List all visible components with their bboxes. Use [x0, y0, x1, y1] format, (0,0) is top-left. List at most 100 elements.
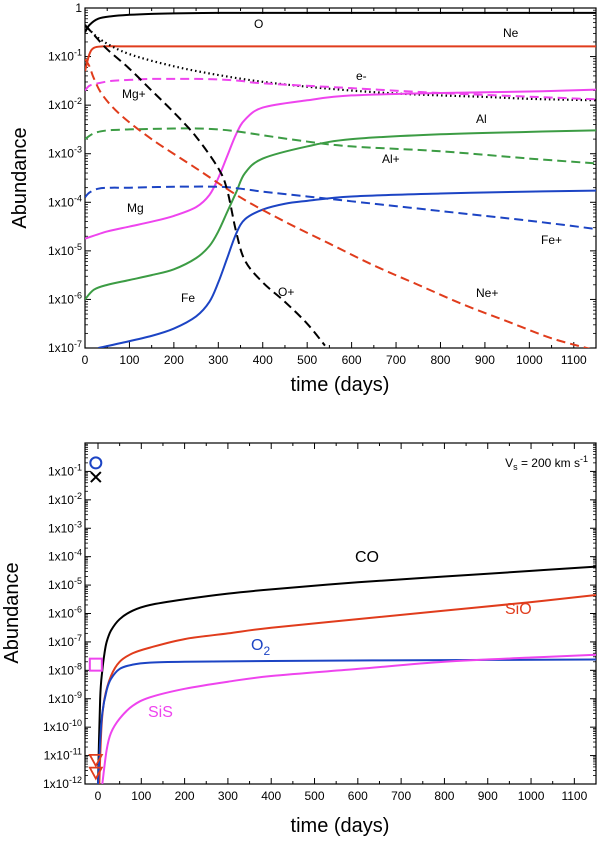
- bottom-y-tick-label: 1x10-2: [48, 491, 82, 507]
- bottom-y-axis: 1x10-1 1x10-2 1x10-3 1x10-4 1x10-5 1x10-6 1x10…: [43, 443, 596, 791]
- label-SiO: SiO: [505, 601, 532, 618]
- bottom-chart: 0 100 200 300 400 500 600 700 800 900 1000 1100 1x1…: [1, 442, 597, 837]
- velocity-sub: s: [513, 462, 518, 472]
- top-x-tick-label: 500: [297, 353, 317, 367]
- bottom-x-tick-label: 900: [478, 789, 498, 803]
- label-e-minus: e-: [356, 69, 367, 83]
- top-series-ne: [85, 45, 596, 72]
- label-Al-plus: Al+: [382, 152, 400, 166]
- label-Ne: Ne: [503, 26, 519, 40]
- bottom-x-tick-label: 0: [95, 789, 102, 803]
- bottom-y-tick-label: 1x10-12: [43, 775, 82, 791]
- bottom-x-tick-label: 1100: [561, 789, 587, 803]
- top-series-e-minus: [85, 24, 596, 102]
- top-series-fe: [98, 189, 596, 348]
- top-y-tick-label: 1x10-5: [48, 242, 82, 258]
- top-y-axis: 1 1x10-1 1x10-2 1x10-3 1x10-4 1x10-5 1x10-6 1x1…: [48, 1, 596, 355]
- top-x-tick-label: 0: [82, 353, 89, 367]
- bottom-series-sio: [98, 594, 596, 784]
- bottom-y-tick-label: 1x10-9: [48, 690, 82, 706]
- top-x-axis: 0 100 200 300 400 500 600 700 800 900 1000 1100: [82, 8, 587, 367]
- bottom-x-tick-label: 600: [348, 789, 368, 803]
- bottom-x-axis: 0 100 200 300 400 500 600 700 800 900 1000 1100: [95, 443, 588, 803]
- bottom-x-tick-label: 400: [261, 789, 281, 803]
- top-x-tick-label: 400: [253, 353, 273, 367]
- bottom-y-tick-label: 1x10-7: [48, 633, 82, 649]
- top-y-tick-label: 1x10-3: [48, 145, 82, 161]
- label-Fe-plus: Fe+: [541, 233, 562, 247]
- top-x-axis-label: time (days): [291, 374, 390, 396]
- label-O2-sub: 2: [263, 644, 270, 658]
- bottom-series-o2: [96, 658, 596, 784]
- top-y-tick-label: 1x10-6: [48, 290, 82, 306]
- top-x-tick-label: 600: [342, 353, 362, 367]
- marker-circle: [89, 456, 103, 470]
- label-Mg-plus: Mg+: [122, 87, 146, 101]
- top-y-axis-label: Abundance: [9, 127, 31, 228]
- bottom-y-tick-label: 1x10-11: [44, 747, 82, 763]
- label-Al: Al: [476, 112, 487, 126]
- label-O2: O2: [251, 637, 270, 658]
- top-series-fe-minusplus: [85, 185, 596, 230]
- top-series-al: [85, 129, 596, 301]
- top-y-tick-label: 1: [75, 1, 82, 15]
- top-series-al-minusplus: [85, 127, 596, 165]
- top-plot-frame: [84, 7, 597, 349]
- top-x-tick-label: 900: [475, 353, 495, 367]
- top-series-o: [85, 11, 596, 33]
- velocity-sup: -1: [580, 454, 588, 464]
- bottom-x-tick-label: 100: [131, 789, 151, 803]
- bottom-series-group: [96, 565, 596, 784]
- bottom-x-tick-label: 1000: [518, 789, 545, 803]
- top-x-tick-label: 1000: [516, 353, 543, 367]
- top-series-ne-minusplus: [85, 58, 591, 348]
- top-x-tick-label: 800: [430, 353, 450, 367]
- bottom-x-tick-label: 800: [434, 789, 454, 803]
- bottom-x-axis-label: time (days): [291, 815, 390, 837]
- bottom-series-sis: [101, 653, 596, 784]
- top-y-tick-label: 1x10-7: [48, 339, 82, 355]
- marker-triangle-down: [88, 753, 104, 768]
- bottom-y-axis-label: Abundance: [1, 562, 23, 663]
- top-x-tick-label: 700: [386, 353, 406, 367]
- velocity-prefix: V: [505, 456, 513, 470]
- label-O: O: [254, 17, 263, 31]
- bottom-x-tick-label: 200: [175, 789, 195, 803]
- label-O-plus: O+: [278, 285, 294, 299]
- top-x-tick-label: 1100: [561, 353, 587, 367]
- label-Ne-plus: Ne+: [476, 286, 498, 300]
- label-Fe: Fe: [181, 291, 195, 305]
- top-series-group: [85, 11, 596, 348]
- top-y-tick-label: 1x10-4: [48, 193, 82, 209]
- label-SiS: SiS: [148, 704, 173, 721]
- top-chart: 0 100 200 300 400 500 600 700 800 900 1000 1100 1 1x…: [9, 1, 597, 396]
- bottom-y-tick-label: 1x10-5: [48, 576, 82, 592]
- marker-cross: [90, 471, 102, 483]
- marker-square: [88, 657, 103, 672]
- bottom-x-tick-label: 500: [305, 789, 325, 803]
- label-Mg: Mg: [127, 201, 144, 215]
- top-y-tick-label: 1x10-2: [48, 96, 82, 112]
- bottom-y-tick-label: 1x10-1: [48, 462, 82, 478]
- top-x-tick-label: 300: [208, 353, 228, 367]
- bottom-y-tick-label: 1x10-6: [48, 605, 82, 621]
- label-CO: CO: [355, 549, 379, 566]
- label-O2-main: O: [251, 637, 263, 654]
- velocity-mid: = 200 km s: [518, 456, 580, 470]
- top-series-mg: [85, 88, 596, 240]
- top-series-o-minusplus: [85, 24, 326, 347]
- bottom-y-tick-label: 1x10-4: [48, 548, 82, 564]
- top-x-tick-label: 200: [164, 353, 184, 367]
- bottom-y-tick-label: 1x10-3: [48, 519, 82, 535]
- top-y-tick-label: 1x10-1: [48, 48, 82, 64]
- bottom-x-tick-label: 700: [391, 789, 411, 803]
- bottom-y-tick-label: 1x10-8: [48, 661, 82, 677]
- bottom-y-tick-label: 1x10-10: [43, 718, 82, 734]
- velocity-annotation: Vs = 200 km s-1: [505, 454, 588, 472]
- bottom-markers-group: [88, 456, 104, 781]
- top-x-tick-label: 100: [119, 353, 139, 367]
- bottom-series-co: [96, 565, 596, 784]
- marker-triangle-down: [88, 766, 104, 781]
- top-series-mg-minusplus: [85, 77, 596, 101]
